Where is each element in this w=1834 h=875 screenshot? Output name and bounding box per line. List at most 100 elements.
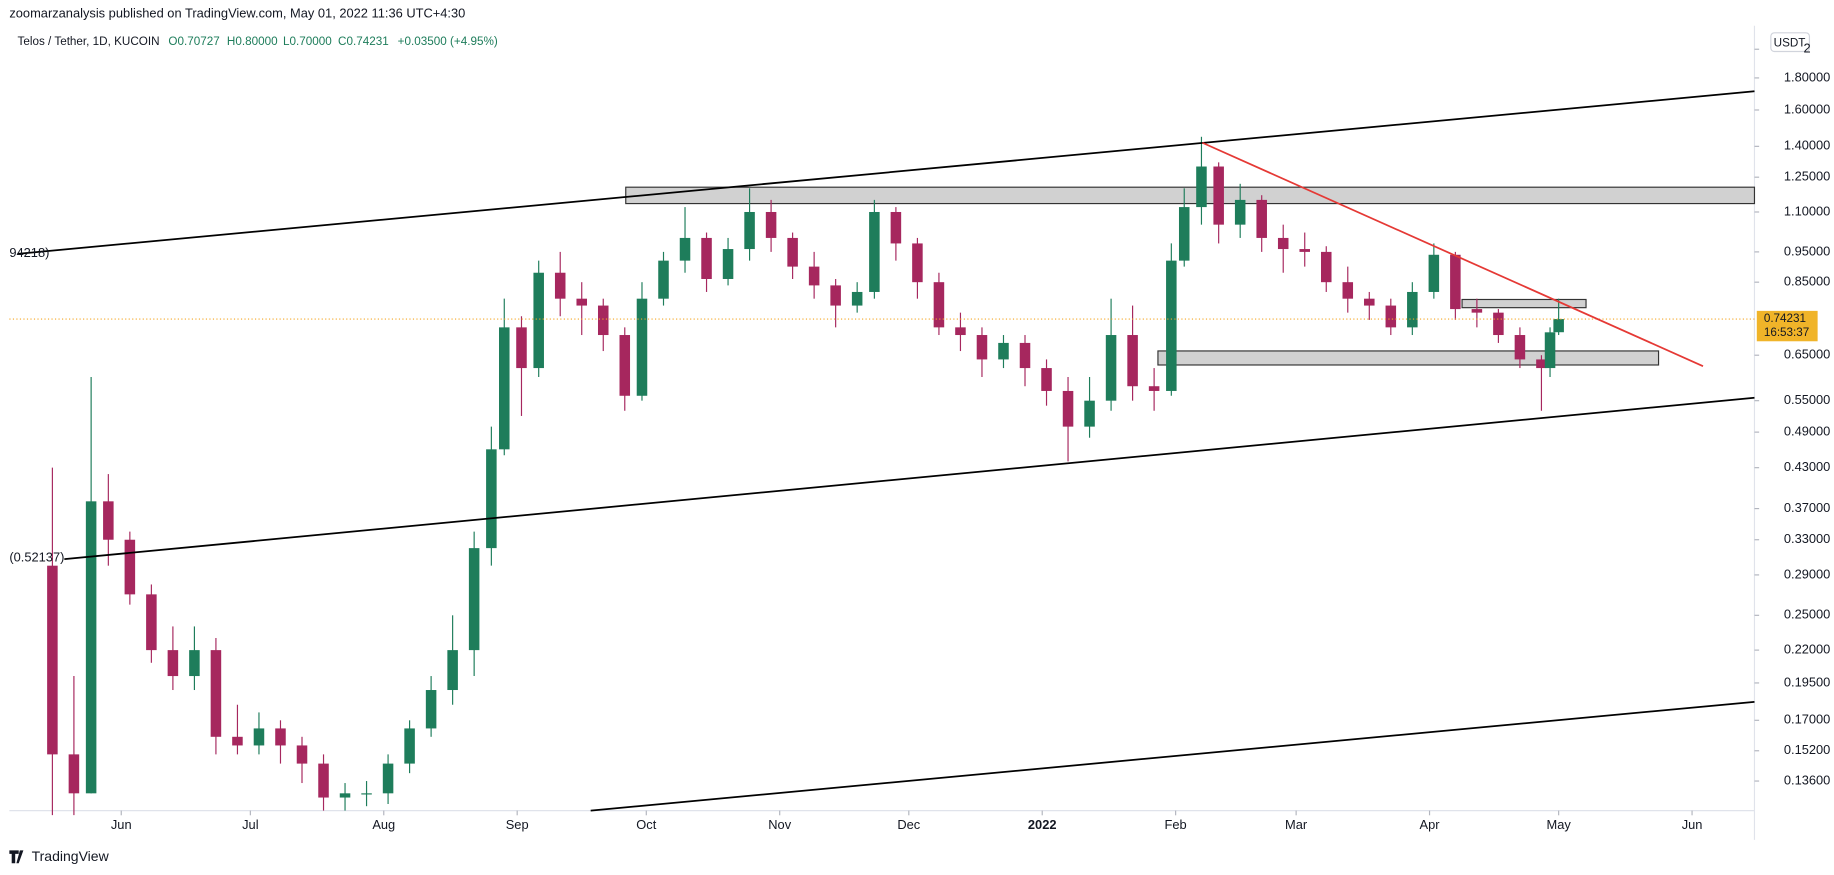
candle-body: [468, 548, 480, 651]
candle-body: [1407, 291, 1418, 328]
candle-body: [576, 298, 587, 306]
y-tick-label: 1.60000: [1784, 101, 1830, 116]
candle-body: [1127, 335, 1138, 387]
candle-body: [499, 327, 510, 450]
candle-body: [339, 793, 351, 798]
candle-body: [1320, 251, 1332, 283]
candle-body: [1256, 199, 1267, 238]
x-tick-label: Mar: [1285, 817, 1308, 832]
candle-body: [447, 650, 458, 691]
currency[interactable]: USDT: [1774, 36, 1806, 49]
currency-box[interactable]: [1770, 32, 1811, 53]
candle-body: [1166, 260, 1177, 391]
x-tick-label: Oct: [636, 817, 656, 832]
candle-body: [1277, 237, 1289, 250]
plot: [9, 136, 1755, 816]
candle-body: [851, 291, 863, 306]
candle-body: [146, 594, 157, 651]
symbol: Telos / Tether, 1D, KUCOIN: [18, 35, 160, 48]
y-tick-label: 1.10000: [1784, 203, 1830, 218]
trend-lines: [17, 90, 1755, 812]
small-zone: [1461, 298, 1587, 309]
y-tick-label: 0.19500: [1784, 674, 1830, 689]
candle-body: [1493, 312, 1504, 336]
candle-body: [1553, 319, 1564, 333]
candle-body: [1062, 390, 1074, 427]
candle-body: [619, 335, 631, 396]
change-value: +0.03500 (+4.95%): [398, 35, 498, 48]
x-tick-label: Jun: [1682, 817, 1703, 832]
x-tick-label: Dec: [897, 817, 920, 832]
candle-body: [1536, 359, 1547, 369]
x-tick-label: Aug: [372, 817, 395, 832]
candle-body: [1514, 335, 1526, 360]
candle-body: [103, 501, 114, 540]
candle-body: [1019, 342, 1031, 369]
y-tick-label: 0.13600: [1784, 772, 1830, 787]
candle-body: [808, 266, 820, 286]
low-value: L0.70000: [283, 35, 332, 48]
candle-body: [636, 298, 648, 396]
candle-body: [679, 237, 691, 261]
candle-body: [404, 728, 415, 764]
candle-body: [232, 736, 243, 746]
x-tick-label: Jun: [111, 817, 132, 832]
channel-middle: [64, 396, 1755, 561]
candle-body: [486, 449, 497, 549]
candle-body: [597, 305, 609, 336]
candle-body: [1544, 332, 1556, 369]
y-tick-label: 0.49000: [1784, 424, 1830, 439]
candle-body: [1342, 282, 1354, 299]
y-tick-label: 0.29000: [1784, 566, 1830, 581]
channel-lower: [590, 700, 1755, 812]
x-tick-label: Feb: [1165, 817, 1187, 832]
candle-body: [1299, 249, 1311, 252]
candle-body: [85, 501, 97, 794]
candle-body: [998, 342, 1009, 360]
candle-body: [318, 763, 329, 798]
y-tick-label: 0.55000: [1784, 392, 1830, 407]
close-value: C0.74231: [338, 35, 389, 48]
candle-body: [361, 793, 372, 795]
candle-body: [955, 327, 966, 336]
x-tick-label: Apr: [1420, 817, 1441, 832]
y-tick-label: 0.43000: [1784, 459, 1830, 474]
axes: 2 1.80000 1.60000 1.40000 1.25000 1.10000 0.95…: [111, 41, 1830, 833]
last-price-tag: [1756, 310, 1818, 342]
line-label: (0.52137): [9, 549, 64, 564]
high-value: H0.80000: [227, 35, 278, 48]
candle-body: [124, 539, 136, 595]
resistance-zone: [625, 186, 1756, 205]
candle-body: [68, 754, 80, 794]
candle-body: [701, 237, 712, 279]
line-label: 94218): [9, 245, 49, 260]
x-tick-label: Nov: [768, 817, 791, 832]
y-tick-label: 1.25000: [1784, 169, 1830, 184]
brand: TradingView: [9, 848, 110, 864]
candle-body: [722, 249, 734, 279]
y-tick-label: 0.85000: [1784, 274, 1830, 289]
candle-body: [1213, 166, 1224, 225]
x-tick-label: Jul: [242, 817, 258, 832]
y-tick-label: 0.22000: [1784, 642, 1830, 657]
brand-logo: [9, 850, 24, 864]
candle-body: [533, 272, 544, 369]
candle-body: [1105, 335, 1117, 401]
candle-body: [1385, 305, 1397, 328]
candle-body: [47, 565, 58, 755]
publisher: zoomarzanalysis published on TradingView…: [9, 5, 465, 20]
y-tick-label: 1.80000: [1784, 69, 1830, 84]
candle-body: [1450, 254, 1461, 310]
x-tick-label: May: [1547, 817, 1572, 832]
brand-name: TradingView: [32, 848, 110, 864]
candle-body: [1041, 368, 1052, 391]
candle-body: [382, 763, 394, 794]
support-zone: [1157, 350, 1660, 366]
drawings: [625, 186, 1756, 366]
y-tick-label: 0.37000: [1784, 500, 1830, 515]
y-tick-label: 0.33000: [1784, 531, 1830, 546]
candle-body: [912, 243, 923, 283]
candle-body: [976, 335, 988, 360]
